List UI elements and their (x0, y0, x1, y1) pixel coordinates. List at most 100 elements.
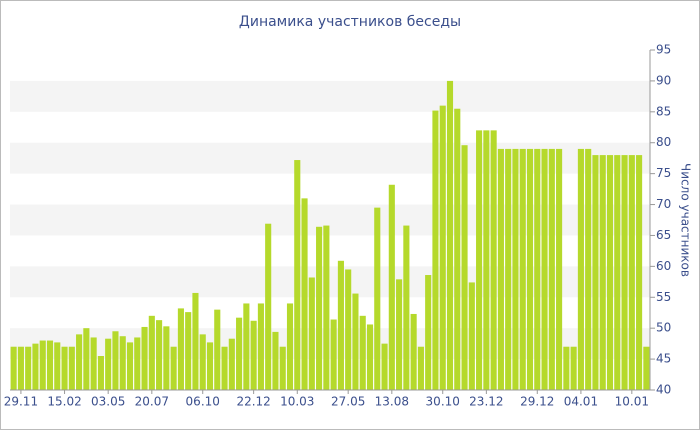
bar (126, 342, 134, 390)
x-tick-label: 04.01 (564, 395, 598, 409)
y-tick-label: 85 (656, 104, 671, 118)
grid-band (10, 80, 650, 112)
bar (39, 340, 46, 390)
bar (294, 160, 301, 390)
bar (526, 148, 534, 390)
x-tick-label: 13.08 (375, 395, 409, 409)
bar (519, 148, 526, 390)
bar (257, 303, 264, 390)
y-tick-label: 90 (656, 73, 671, 87)
bar (119, 336, 126, 390)
bar (97, 356, 104, 390)
x-tick-label: 03.05 (91, 395, 125, 409)
bar (621, 155, 628, 390)
bar (68, 346, 75, 390)
bar (83, 328, 90, 390)
bar (374, 207, 381, 390)
bar (432, 110, 439, 390)
bar (490, 130, 497, 390)
x-tick-label: 20.07 (135, 395, 169, 409)
bar (577, 148, 584, 390)
x-tick-label: 10.03 (280, 395, 314, 409)
bar (381, 343, 388, 390)
bar (61, 346, 68, 390)
y-tick-label: 70 (656, 197, 671, 211)
bar (461, 145, 468, 390)
bar (206, 342, 214, 390)
bar (541, 148, 548, 390)
bar (636, 155, 643, 390)
y-tick-label: 45 (656, 352, 671, 366)
bar (221, 346, 228, 390)
bar (446, 80, 454, 390)
bar (359, 315, 366, 390)
bar (243, 303, 250, 390)
bar (548, 148, 555, 390)
bar (330, 319, 337, 390)
bar (614, 155, 621, 390)
bar (476, 130, 483, 390)
bar (505, 148, 512, 390)
x-tick-label: 29.11 (4, 395, 38, 409)
bar (228, 338, 235, 390)
bar (134, 337, 141, 390)
x-tick-label: 29.12 (520, 395, 554, 409)
bar (534, 148, 541, 390)
bar (10, 346, 17, 390)
x-tick-label: 23.12 (469, 395, 503, 409)
bar (366, 324, 374, 390)
bar (32, 343, 39, 390)
bar (76, 334, 83, 390)
bar (148, 315, 155, 390)
bar (17, 346, 24, 390)
y-tick-label: 80 (656, 135, 671, 149)
bar (272, 331, 279, 390)
bar (425, 275, 432, 390)
y-tick-label: 55 (656, 290, 671, 304)
bar (301, 198, 308, 390)
bar (185, 312, 192, 390)
bar (286, 303, 294, 390)
bar (163, 326, 170, 390)
bar (25, 346, 32, 390)
bar (323, 225, 330, 390)
bar (403, 225, 410, 390)
bar (468, 282, 475, 390)
bar (556, 148, 563, 390)
chart-title: Динамика участников беседы (239, 14, 461, 30)
bar (279, 346, 286, 390)
x-tick-label: 30.10 (426, 395, 460, 409)
y-tick-label: 60 (656, 259, 671, 273)
bar (199, 334, 206, 390)
bar (345, 269, 352, 390)
y-axis-title: Число участников (679, 163, 693, 277)
bar (439, 105, 446, 391)
bar (585, 148, 592, 390)
bar (214, 309, 221, 390)
bar (156, 320, 163, 390)
bar (308, 277, 315, 390)
x-tick-label: 10.01 (615, 395, 649, 409)
bar (46, 340, 54, 390)
bar (388, 184, 395, 390)
bar (192, 292, 199, 390)
bar (643, 346, 650, 390)
bar (570, 346, 577, 390)
bar (316, 226, 323, 390)
bar (352, 293, 359, 390)
bar (90, 337, 97, 390)
bar (170, 346, 177, 390)
bar (396, 279, 403, 390)
bar (417, 346, 424, 390)
bar (265, 223, 272, 390)
bar (112, 331, 119, 390)
y-tick-label: 95 (656, 43, 671, 57)
bar (236, 317, 243, 390)
y-tick-label: 40 (656, 383, 671, 397)
bar (141, 326, 148, 390)
bar (105, 338, 112, 390)
x-tick-label: 15.02 (47, 395, 81, 409)
bar (628, 155, 635, 390)
bar (454, 108, 461, 391)
